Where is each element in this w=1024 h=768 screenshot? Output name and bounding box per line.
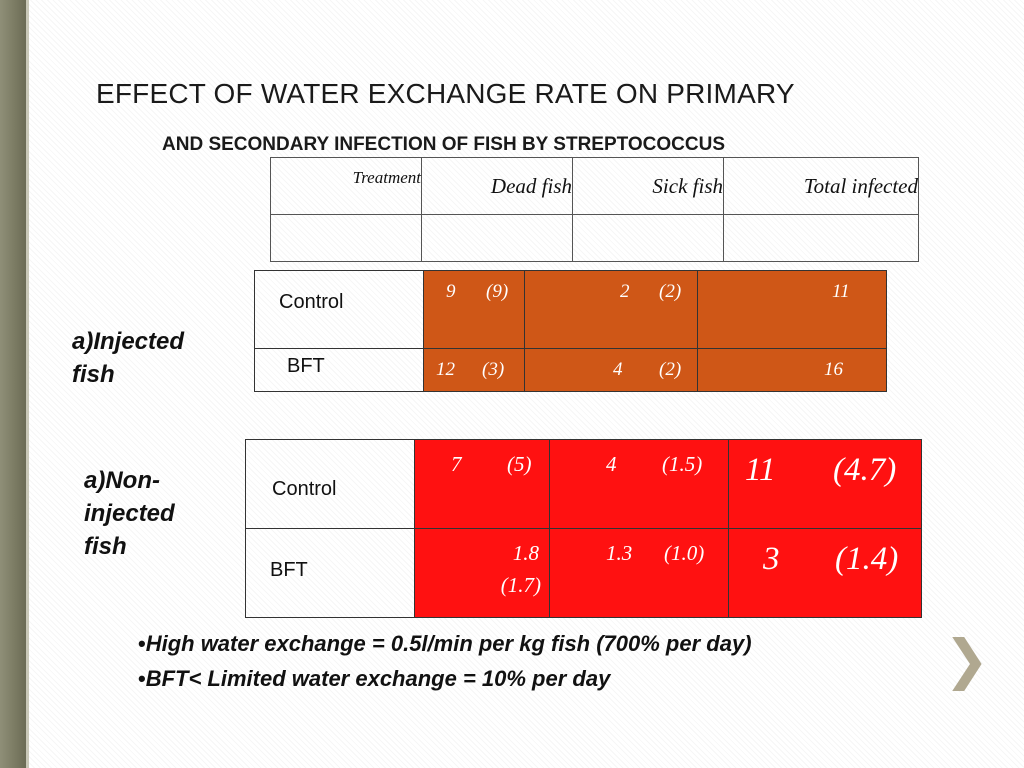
- sick-value: 4: [606, 452, 617, 476]
- sick-paren-value: (1.5): [662, 452, 703, 476]
- bullet-item: •BFT< Limited water exchange = 10% per d…: [138, 661, 752, 696]
- non-injected-label-line2: injected: [84, 500, 175, 527]
- row-label: BFT: [287, 355, 325, 377]
- bullet-list: •High water exchange = 0.5l/min per kg f…: [138, 626, 752, 696]
- bullet-text: High water exchange = 0.5l/min per kg fi…: [145, 631, 752, 656]
- sick-value: 1.3: [606, 541, 633, 565]
- total-value: 16: [824, 359, 843, 380]
- sick-fish-cell: 1.3 (1.0): [549, 528, 729, 618]
- sick-paren-value: (1.0): [664, 541, 705, 565]
- total-value: 3: [763, 541, 780, 577]
- empty-cell: [572, 214, 724, 262]
- row-label-cell: Control: [254, 270, 424, 349]
- row-label: BFT: [270, 559, 308, 581]
- row-label: Control: [279, 291, 344, 313]
- dead-paren-value: (3): [482, 359, 505, 380]
- table-row: BFT 1.8 (1.7) 1.3 (1.0) 3 (1.4): [245, 528, 922, 618]
- sick-paren-value: (2): [659, 281, 682, 302]
- total-infected-cell: 3 (1.4): [728, 528, 922, 618]
- dead-fish-cell: 1.8 (1.7): [414, 528, 550, 618]
- header-treatment: Treatment: [270, 157, 422, 215]
- row-label-cell: BFT: [245, 528, 415, 618]
- total-value: 11: [745, 452, 776, 488]
- sick-value: 2: [620, 281, 630, 302]
- table-row: Control 7 (5) 4 (1.5) 11 (4.7): [245, 439, 922, 529]
- row-label-cell: Control: [245, 439, 415, 529]
- sick-value: 4: [613, 359, 623, 380]
- empty-cell: [421, 214, 573, 262]
- header-row: Treatment Dead fish Sick fish Total infe…: [270, 157, 919, 215]
- bullet-glyph: •: [138, 666, 146, 691]
- non-injected-table: Control 7 (5) 4 (1.5) 11 (4.7) BFT: [245, 439, 922, 618]
- injected-group-label: a)Injected fish: [72, 325, 184, 391]
- non-injected-label-line3: fish: [84, 533, 127, 560]
- slide-side-bar: [0, 0, 29, 768]
- sick-fish-cell: 4 (2): [524, 348, 698, 392]
- injected-label-line2: fish: [72, 361, 115, 388]
- row-label-cell: BFT: [254, 348, 424, 392]
- header-dead-fish: Dead fish: [421, 157, 573, 215]
- dead-paren-value: (5): [507, 452, 532, 476]
- dead-fish-cell: 7 (5): [414, 439, 550, 529]
- dead-fish-cell: 9 (9): [423, 270, 525, 349]
- dead-paren-value: (9): [486, 281, 509, 302]
- total-infected-cell: 11: [697, 270, 887, 349]
- table-row: BFT 12 (3) 4 (2) 16: [254, 348, 887, 392]
- header-sick-fish: Sick fish: [572, 157, 724, 215]
- slide-title-line1: EFFECT OF WATER EXCHANGE RATE ON PRIMARY: [96, 78, 795, 109]
- sick-paren-value: (2): [659, 359, 682, 380]
- empty-cell: [723, 214, 919, 262]
- next-slide-chevron-icon[interactable]: ❯: [944, 628, 990, 691]
- dead-value: 1.8: [512, 541, 539, 565]
- total-infected-cell: 16: [697, 348, 887, 392]
- non-injected-group-label: a)Non- injected fish: [84, 464, 175, 563]
- dead-value: 7: [451, 452, 462, 476]
- header-empty-row: [270, 214, 919, 262]
- dead-value: 12: [436, 359, 455, 380]
- dead-paren-value: (1.7): [500, 573, 541, 597]
- total-infected-cell: 11 (4.7): [728, 439, 922, 529]
- dead-fish-cell: 12 (3): [423, 348, 525, 392]
- header-table: Treatment Dead fish Sick fish Total infe…: [270, 157, 919, 262]
- sick-fish-cell: 4 (1.5): [549, 439, 729, 529]
- total-value: 11: [832, 281, 850, 302]
- injected-label-line1: a)Injected: [72, 328, 185, 355]
- total-paren-value: (1.4): [835, 541, 899, 577]
- table-row: Control 9 (9) 2 (2) 11: [254, 270, 887, 349]
- header-total-infected: Total infected: [723, 157, 919, 215]
- bullet-item: •High water exchange = 0.5l/min per kg f…: [138, 626, 752, 661]
- non-injected-label-line1: a)Non-: [84, 467, 160, 494]
- sick-fish-cell: 2 (2): [524, 270, 698, 349]
- slide-title-line2: AND SECONDARY INFECTION OF FISH BY STREP…: [162, 134, 726, 155]
- injected-table: Control 9 (9) 2 (2) 11 BFT 12 (3): [254, 270, 887, 392]
- bullet-text: BFT< Limited water exchange = 10% per da…: [145, 666, 611, 691]
- row-label: Control: [272, 478, 337, 500]
- bullet-glyph: •: [138, 631, 146, 656]
- dead-value: 9: [446, 281, 456, 302]
- total-paren-value: (4.7): [833, 452, 897, 488]
- empty-cell: [270, 214, 422, 262]
